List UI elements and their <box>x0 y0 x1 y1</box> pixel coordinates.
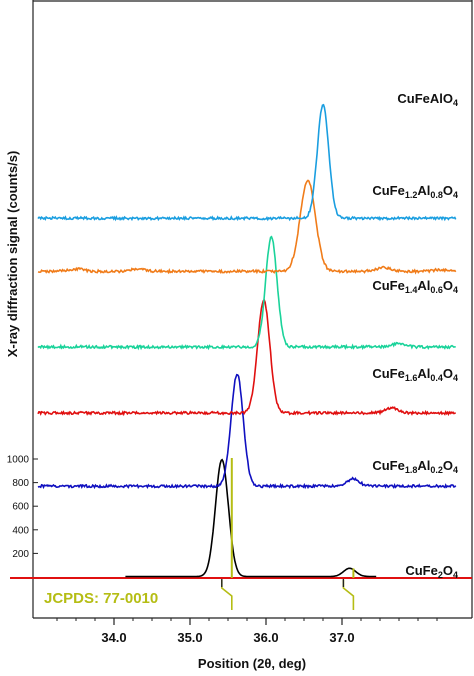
series-line <box>37 103 457 222</box>
series-label: CuFe1.6Al0.4O4 <box>372 366 458 383</box>
series-line <box>37 373 457 490</box>
series-label-part: O <box>443 366 453 381</box>
series-label-part: 4 <box>453 98 458 108</box>
series-label-part: O <box>443 278 453 293</box>
series-line <box>125 458 377 578</box>
series-label-part: O <box>443 458 453 473</box>
reference-pattern <box>221 458 355 610</box>
series-label-part: 2 <box>438 570 443 580</box>
series-lines <box>37 103 457 578</box>
series-label-part: 0.6 <box>430 285 443 295</box>
series-label-part: CuFe <box>372 278 405 293</box>
series-label-part: 4 <box>453 190 458 200</box>
x-tick-label: 35.0 <box>177 630 202 645</box>
series-label-part: CuFe <box>372 183 405 198</box>
series-label-part: 4 <box>453 465 458 475</box>
series-label: CuFeAlO4 <box>397 91 458 108</box>
series-label-part: 1.4 <box>405 285 418 295</box>
series-label-part: O <box>443 183 453 198</box>
y-tick-label: 600 <box>12 502 29 513</box>
y-tick-label: 800 <box>12 478 29 489</box>
series-label-part: CuFeAlO <box>397 91 453 106</box>
series-line <box>37 298 456 417</box>
y-axis-title: X-ray diffraction signal (counts/s) <box>5 151 20 358</box>
series-label-part: 0.4 <box>430 373 443 383</box>
y-tick-label: 200 <box>12 549 29 560</box>
x-tick-label: 34.0 <box>101 630 126 645</box>
series-line <box>37 235 457 351</box>
series-label-part: Al <box>417 278 430 293</box>
series-label: CuFe2O4 <box>405 563 458 580</box>
reference-peak-marker <box>342 580 355 610</box>
series-label-part: Al <box>417 183 430 198</box>
series-label-part: CuFe <box>372 458 405 473</box>
series-label: CuFe1.4Al0.6O4 <box>372 278 458 295</box>
series-label-part: 1.2 <box>405 190 418 200</box>
plot-frame <box>10 0 473 619</box>
series-label-part: O <box>443 563 453 578</box>
x-tick-label: 37.0 <box>329 630 354 645</box>
y-axis: 200 400 600 800 1000 <box>7 455 38 560</box>
series-label-part: CuFe <box>372 366 405 381</box>
x-tick-label: 36.0 <box>253 630 278 645</box>
series-label: CuFe1.2Al0.8O4 <box>372 183 458 200</box>
series-label-part: 0.8 <box>430 190 443 200</box>
y-tick-label: 1000 <box>7 455 30 466</box>
series-label-part: Al <box>417 366 430 381</box>
x-axis: 34.0 35.0 36.0 37.0 <box>56 618 438 645</box>
y-tick-label: 400 <box>12 525 29 536</box>
series-label-part: CuFe <box>405 563 438 578</box>
series-label-part: 1.8 <box>405 465 418 475</box>
series-label: CuFe1.8Al0.2O4 <box>372 458 458 475</box>
series-line <box>37 179 457 275</box>
series-label-part: Al <box>417 458 430 473</box>
series-label-part: 0.2 <box>430 465 443 475</box>
reference-label: JCPDS: 77-0010 <box>44 590 158 607</box>
series-label-part: 4 <box>453 373 458 383</box>
series-labels: CuFe2O4CuFe1.8Al0.2O4CuFe1.6Al0.4O4CuFe1… <box>372 91 458 580</box>
reference-peak-marker <box>221 580 233 610</box>
series-label-part: 4 <box>453 285 458 295</box>
x-axis-title: Position (2θ, deg) <box>198 656 306 671</box>
series-label-part: 1.6 <box>405 373 418 383</box>
series-label-part: 4 <box>453 570 458 580</box>
